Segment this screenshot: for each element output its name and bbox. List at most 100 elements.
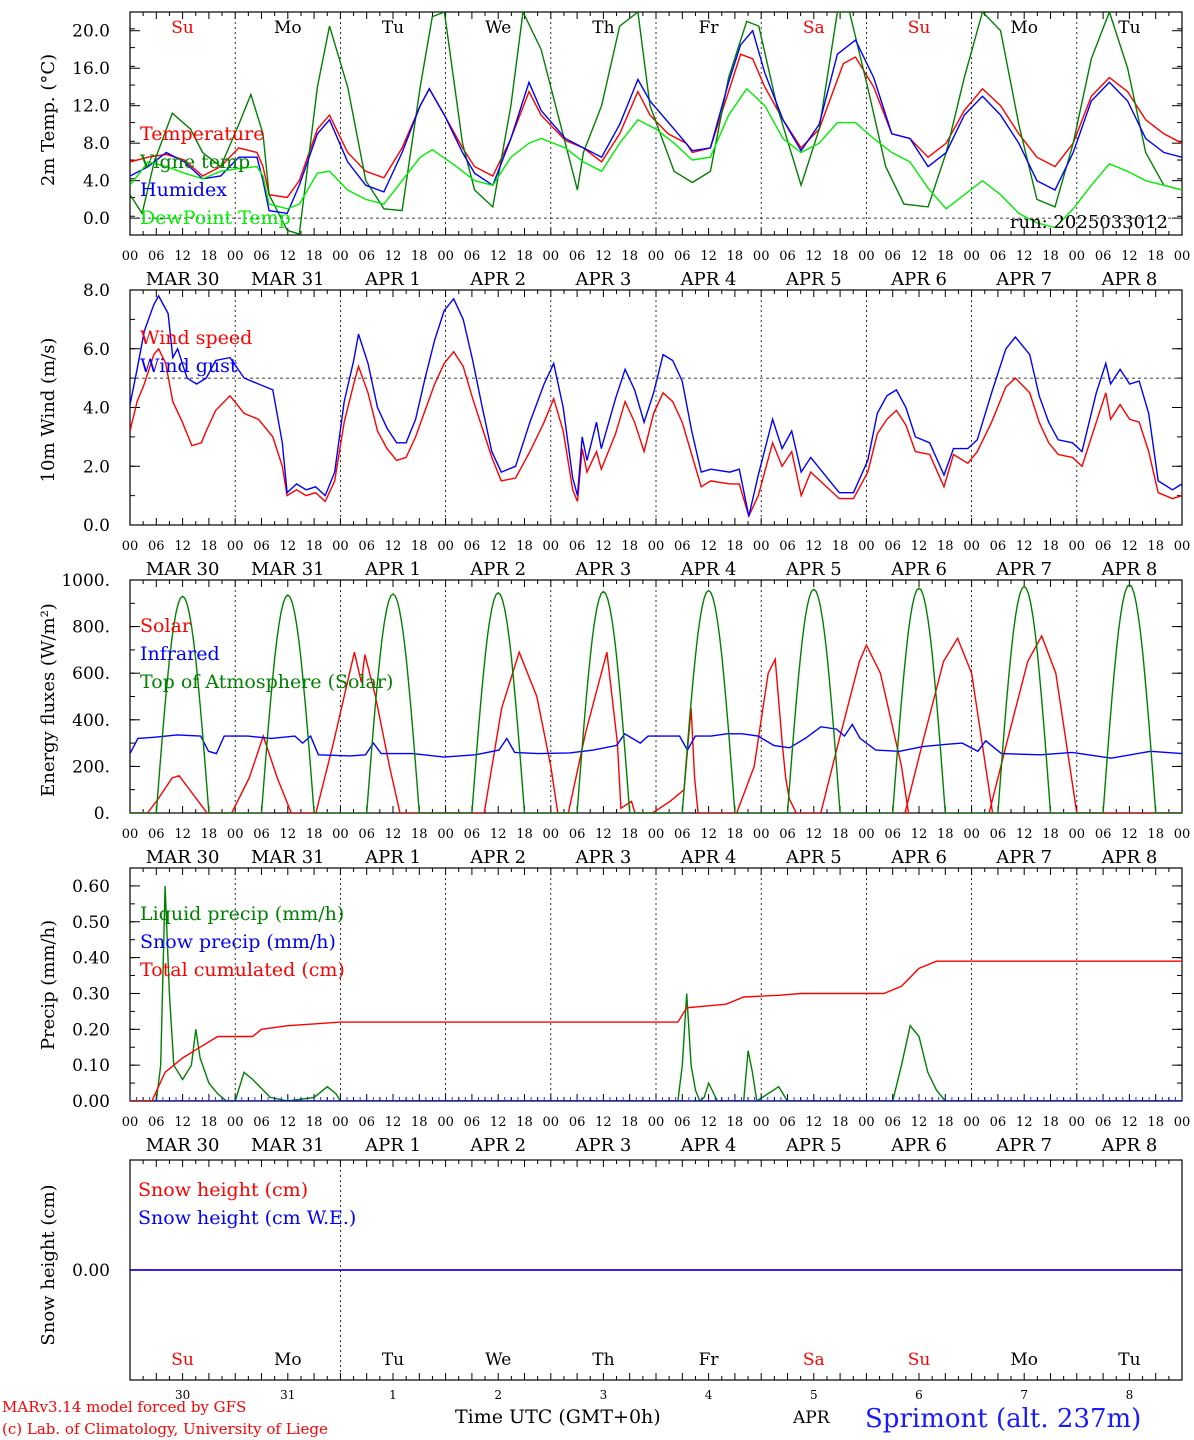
hour-tick-label: 18: [1147, 539, 1164, 554]
hour-tick-label: 00: [543, 1115, 560, 1130]
hour-tick-label: 18: [411, 1115, 428, 1130]
hour-tick-label: 18: [306, 1115, 323, 1130]
station-name: Sprimont (alt. 237m): [865, 1404, 1141, 1434]
hour-tick-label: 00: [753, 539, 770, 554]
date-label: APR 3: [574, 1135, 631, 1156]
footer-month-label: APR: [792, 1408, 831, 1428]
hour-tick-label: 12: [806, 1115, 823, 1130]
footer-lab-credit: (c) Lab. of Climatology, University of L…: [2, 1420, 328, 1438]
hour-tick-label: 00: [648, 827, 665, 842]
y-tick-label: 2.0: [83, 457, 110, 477]
date-label: APR 1: [364, 559, 421, 580]
hour-tick-label: 00: [753, 249, 770, 264]
y-tick-label: 0.: [94, 804, 110, 824]
hour-tick-label: 06: [464, 539, 481, 554]
hour-tick-label: 18: [727, 249, 744, 264]
day-number-label: 8: [1126, 1388, 1134, 1402]
hour-tick-label: 00: [437, 249, 454, 264]
hour-tick-label: 00: [648, 249, 665, 264]
hour-tick-label: 18: [306, 827, 323, 842]
hour-tick-label: 06: [569, 1115, 586, 1130]
weekday-label-top: Tu: [382, 18, 404, 38]
hour-tick-label: 06: [464, 827, 481, 842]
hour-tick-label: 12: [911, 1115, 928, 1130]
date-label: APR 8: [1100, 1135, 1157, 1156]
y-tick-label: 0.30: [72, 984, 110, 1004]
date-label: APR 5: [785, 269, 842, 290]
hour-tick-label: 00: [332, 539, 349, 554]
date-label: MAR 30: [146, 847, 220, 868]
hour-tick-label: 00: [1069, 539, 1086, 554]
y-tick-label: 400.: [72, 711, 110, 731]
weekday-label-bottom: Tu: [1118, 1350, 1140, 1370]
hour-tick-label: 12: [700, 249, 717, 264]
hour-tick-label: 06: [674, 249, 691, 264]
hour-tick-label: 12: [595, 1115, 612, 1130]
y-axis-label: 2m Temp. (°C): [38, 54, 59, 186]
hour-tick-label: 18: [727, 539, 744, 554]
y-tick-label: 0.20: [72, 1020, 110, 1040]
hour-tick-label: 06: [779, 1115, 796, 1130]
hour-tick-label: 18: [201, 827, 218, 842]
legend-entry: Vigne temp: [139, 151, 250, 173]
weekday-label-top: Su: [908, 18, 931, 38]
weekday-label-bottom: Th: [592, 1350, 614, 1370]
hour-tick-label: 12: [1016, 1115, 1033, 1130]
y-tick-label: 800.: [72, 618, 110, 638]
hour-tick-label: 12: [700, 539, 717, 554]
day-number-label: 2: [494, 1388, 502, 1402]
y-tick-label: 600.: [72, 664, 110, 684]
y-tick-label: 8.0: [83, 134, 110, 154]
hour-tick-label: 12: [280, 827, 297, 842]
day-number-label: 1: [389, 1388, 397, 1402]
footer: MARv3.14 model forced by GFS (c) Lab. of…: [2, 1398, 1141, 1438]
date-label: APR 6: [890, 269, 947, 290]
hour-tick-label: 00: [437, 1115, 454, 1130]
hour-tick-label: 12: [700, 1115, 717, 1130]
legend-entry: Wind speed: [140, 327, 252, 349]
hour-tick-label: 00: [1174, 249, 1191, 264]
y-tick-label: 1000.: [61, 571, 110, 591]
hour-tick-label: 18: [411, 249, 428, 264]
hour-tick-label: 06: [674, 1115, 691, 1130]
hour-tick-label: 12: [490, 827, 507, 842]
weekday-label-top: Sa: [803, 18, 825, 38]
hour-tick-label: 12: [490, 1115, 507, 1130]
hour-tick-label: 18: [1042, 249, 1059, 264]
hour-tick-label: 00: [858, 539, 875, 554]
date-label: APR 4: [680, 847, 737, 868]
hour-tick-label: 18: [937, 249, 954, 264]
y-tick-label: 16.0: [72, 59, 110, 79]
panel-3: 0. 200. 400. 600. 800. 1000.Energy fluxes (W/…: [38, 571, 1190, 868]
hour-tick-label: 12: [806, 539, 823, 554]
hour-tick-label: 06: [569, 827, 586, 842]
hour-tick-label: 06: [358, 1115, 375, 1130]
date-label: MAR 31: [251, 269, 325, 290]
legend-entry: Wind gust: [140, 355, 238, 377]
hour-tick-label: 18: [621, 249, 638, 264]
date-label: APR 8: [1100, 269, 1157, 290]
hour-tick-label: 06: [253, 827, 270, 842]
hour-tick-label: 12: [806, 249, 823, 264]
hour-tick-label: 00: [1174, 539, 1191, 554]
hour-tick-label: 06: [358, 827, 375, 842]
weekday-label-bottom: Fr: [699, 1350, 720, 1370]
date-label: APR 1: [364, 847, 421, 868]
date-label: MAR 30: [146, 559, 220, 580]
hour-tick-label: 18: [937, 539, 954, 554]
hour-tick-label: 12: [595, 249, 612, 264]
y-axis-label: 10m Wind (m/s): [38, 338, 59, 483]
hour-tick-label: 12: [490, 539, 507, 554]
hour-tick-label: 12: [174, 1115, 191, 1130]
legend-entry: DewPoint Temp: [140, 207, 291, 229]
y-tick-label: 0.00: [72, 1261, 110, 1281]
y-tick-label: 6.0: [83, 340, 110, 360]
hour-tick-label: 12: [911, 249, 928, 264]
hour-tick-label: 12: [1121, 539, 1138, 554]
hour-tick-label: 06: [253, 539, 270, 554]
hour-tick-label: 00: [858, 249, 875, 264]
hour-tick-label: 12: [385, 539, 402, 554]
day-number-label: 3: [600, 1388, 608, 1402]
day-number-label: 31: [280, 1388, 295, 1402]
